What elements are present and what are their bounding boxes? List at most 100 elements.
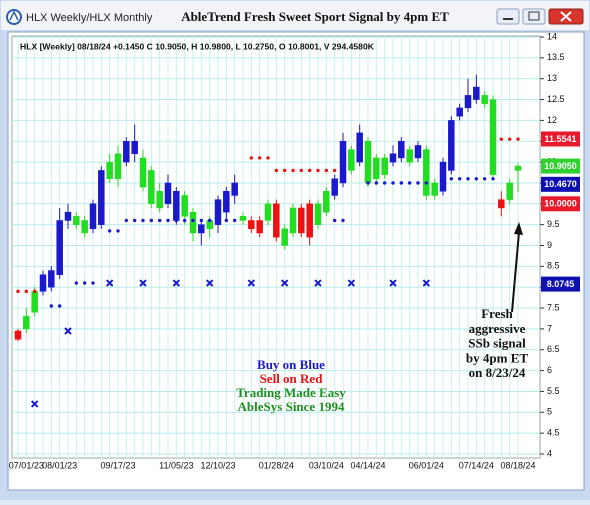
x-marker [64,327,72,335]
price-label: 10.0000 [544,199,577,209]
y-tick-label: 12 [547,115,557,125]
x-marker [347,279,356,287]
y-tick-label: 7.5 [547,302,560,312]
buy-stop-dot [116,229,120,233]
buy-stop-dot [491,177,495,181]
buy-stop-dot [107,229,112,233]
buy-stop-dot [474,177,479,181]
candle-body [448,120,455,171]
candle-body [156,191,163,209]
buy-stop-dot [132,218,137,223]
y-tick-label: 8.5 [547,261,560,271]
candle-body [306,203,313,238]
candle-body [464,95,472,109]
y-tick-label: 6 [547,365,552,375]
minimize-button[interactable] [496,8,520,25]
candle-body [373,157,380,180]
price-label-box [541,131,580,147]
candle-body [456,107,463,117]
annotation-line: Fresh [481,306,513,321]
x-marker [172,279,181,287]
maximize-button[interactable] [522,8,546,25]
y-tick-label: 14 [547,31,557,41]
y-tick-label: 4.5 [547,428,560,438]
app-icon [6,9,22,25]
sell-stop-dot [299,168,304,173]
sell-stop-dot [257,156,262,160]
buy-stop-dot [449,177,454,181]
price-label-box [541,276,580,292]
candle-body [14,330,22,340]
candle-body [148,170,155,205]
maximize-glyph [528,11,540,21]
candle-body [489,99,497,175]
x-tick-label: 12/10/23 [200,460,235,470]
labels: 44.555.566.577.588.599.51010.51111.51212… [9,31,580,470]
x-tick-label: 09/17/23 [100,460,135,470]
x-marker [139,279,147,287]
buy-stop-dot [374,181,379,185]
legend-line: AbleSys Since 1994 [238,399,345,414]
candle-body [164,182,172,205]
annotation-arrow [511,231,520,313]
y-tick-label: 6.5 [547,344,560,354]
candle-body [223,191,230,213]
buy-stop-dot [466,177,470,181]
candle-body [56,220,63,275]
annotation-line: SSb signal [468,336,526,351]
window-buttons [496,8,584,25]
buy-stop-dot [74,281,79,285]
annotation-arrowhead [514,222,523,235]
x-tick-label: 11/05/23 [159,460,193,470]
candle-body [48,270,55,288]
buy-stop-dot [166,218,170,223]
y-tick-label: 12.5 [547,94,565,104]
buy-stop-dot [207,218,212,223]
candle-body [248,220,255,230]
candle-body [298,207,305,234]
sell-stop-dot [274,168,279,173]
buy-stop-dot [441,177,445,181]
marks [14,74,522,408]
x-marker [314,279,322,287]
candle-body [23,316,30,330]
x-marker [280,279,289,287]
buy-stop-dot [124,218,129,223]
candle-body [106,161,113,180]
candle-body [289,207,297,234]
price-label: 10.9050 [544,161,577,171]
candle-body [131,141,138,155]
x-marker [105,279,114,287]
close-glyph [560,11,572,22]
candle-body [198,224,205,234]
buy-stop-dot [199,218,204,223]
x-tick-label: 07/01/23 [9,460,44,470]
sell-stop-dot [324,168,329,173]
candle-body [39,274,47,292]
y-tick-label: 9 [547,240,552,250]
candle-body [423,149,430,196]
sell-stop-dot [291,168,295,173]
price-label: 10.4670 [544,179,577,189]
buy-stop-dot [82,281,87,285]
y-tick-label: 5.5 [547,386,560,396]
title-bar [1,1,589,30]
candle-body [31,291,38,313]
y-tick-label: 5 [547,407,552,417]
price-label-box [541,158,580,174]
price-label-box [541,196,580,212]
sell-stop-dot [16,289,20,294]
buy-stop-dot [141,218,145,223]
candle-body [273,203,280,238]
candle-body [123,141,130,163]
x-marker [247,279,256,287]
app-icon-glyph [9,10,19,21]
y-tick-label: 4 [547,448,552,458]
chart-header: HLX [Weekly] 08/18/24 +0.1450 C 10.9050,… [20,41,375,51]
candle-body [331,178,338,196]
candle-body [339,141,347,184]
tab-label[interactable]: HLX Weekly/HLX Monthly [26,12,153,24]
annotation-line: aggressive [469,321,526,336]
